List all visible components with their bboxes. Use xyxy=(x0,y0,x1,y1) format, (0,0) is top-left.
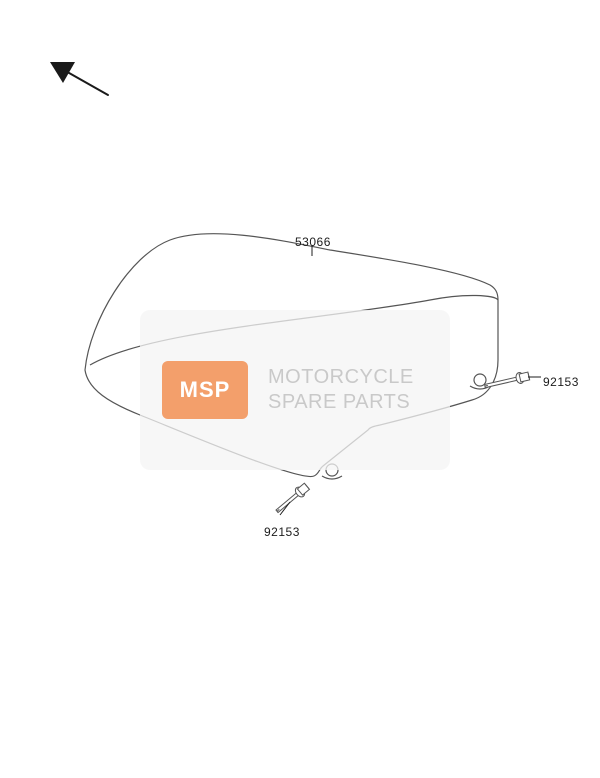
callout-92153-right: 92153 xyxy=(543,375,579,389)
callout-53066: 53066 xyxy=(295,235,331,249)
bolt-bottom xyxy=(273,482,310,515)
seat-inner-line xyxy=(90,295,498,365)
direction-arrow-head xyxy=(50,62,75,83)
diagram-svg xyxy=(0,0,600,778)
bolt-right xyxy=(484,371,530,392)
diagram-stage: MSP MOTORCYCLE SPARE PARTS 5306692153921… xyxy=(0,0,600,778)
seat-mount-bottom xyxy=(326,464,338,476)
seat-outline xyxy=(85,234,498,477)
callout-92153-bottom: 92153 xyxy=(264,525,300,539)
